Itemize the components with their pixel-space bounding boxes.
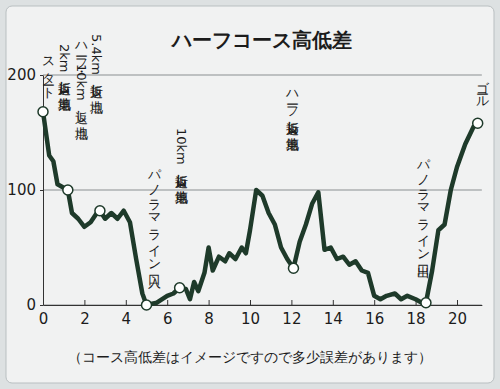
x-tick-label: 6 [163,310,173,328]
panel [6,6,494,383]
y-tick: 100 [7,181,43,199]
annotation-point [473,118,483,128]
annotation-point [288,263,298,273]
annotation-point [142,300,152,310]
x-tick: 6 [163,300,173,328]
annotation-label: パノラマライン出口 [416,150,431,279]
x-tick: 10 [241,300,260,328]
caption: （コース高低差はイメージですので多少誤差があります） [68,349,432,365]
annotation-point [63,185,73,195]
x-tick-mark [167,300,168,305]
annotation-label: ハーフ折返し地点（第2） [286,82,301,152]
x-tick-label: 12 [282,310,301,328]
y-tick-mark [40,305,43,306]
x-tick: 2 [80,300,90,328]
x-tick-label: 0 [39,310,49,328]
annotation-label: ハーフ・10km返し地点 [74,34,89,141]
x-axis: 0 2 4 6 8 10 12 14 16 18 20 [39,300,483,328]
x-tick-label: 18 [407,310,426,328]
annotation-point [421,298,431,308]
x-tick-label: 8 [204,310,214,328]
x-tick-mark [333,300,334,305]
x-tick-mark [209,300,210,305]
x-tick-mark [457,300,458,305]
annotation-label: 2km折返し地点（第1） [57,44,72,112]
annotation-label: スタート [42,48,57,99]
x-tick-label: 16 [365,310,384,328]
chart: ハーフコース高低差 （コース高低差はイメージですので多少誤差があります） 0 2 4 6 8… [0,0,500,389]
y-axis: 0 100 200 [7,66,43,314]
plot-area [38,107,483,310]
x-tick-mark [250,300,251,305]
annotation-point [38,107,48,117]
annotation-label: 5.4km折返し地点 [89,34,104,115]
y-tick-label: 0 [26,296,36,314]
x-tick-mark [374,300,375,305]
x-tick-label: 14 [324,310,343,328]
annotations: スタート2km折返し地点（第1） 5.4km折返し地点ハーフ・10km返し地点パノ… [42,34,491,289]
x-tick-mark [126,300,127,305]
x-axis-line [44,305,483,306]
x-tick-mark [291,300,292,305]
x-tick: 8 [204,300,214,328]
annotation-point [95,206,105,216]
x-tick-label: 2 [80,310,90,328]
x-tick-label: 4 [122,310,132,328]
x-tick-label: 20 [448,310,467,328]
elevation-line [43,112,478,305]
x-tick: 14 [324,300,343,328]
title: ハーフコース高低差 [170,28,352,52]
annotation-point [175,283,185,293]
grid-line [43,75,482,76]
y-tick-label: 100 [7,181,36,199]
annotation-label: パノラマライン入口 [147,160,162,289]
x-tick: 4 [122,300,132,328]
y-tick: 0 [26,296,43,314]
grid [43,75,482,305]
y-tick: 200 [7,66,43,84]
y-tick-label: 200 [7,66,36,84]
annotation-label: ゴール [475,72,490,106]
x-tick: 16 [365,300,384,328]
x-tick: 12 [282,300,301,328]
y-tick-mark [40,190,43,191]
x-tick: 20 [448,300,467,328]
annotation-label: 10km折返し地点（第2） [174,128,189,205]
x-tick-mark [84,300,85,305]
x-tick-label: 10 [241,310,260,328]
